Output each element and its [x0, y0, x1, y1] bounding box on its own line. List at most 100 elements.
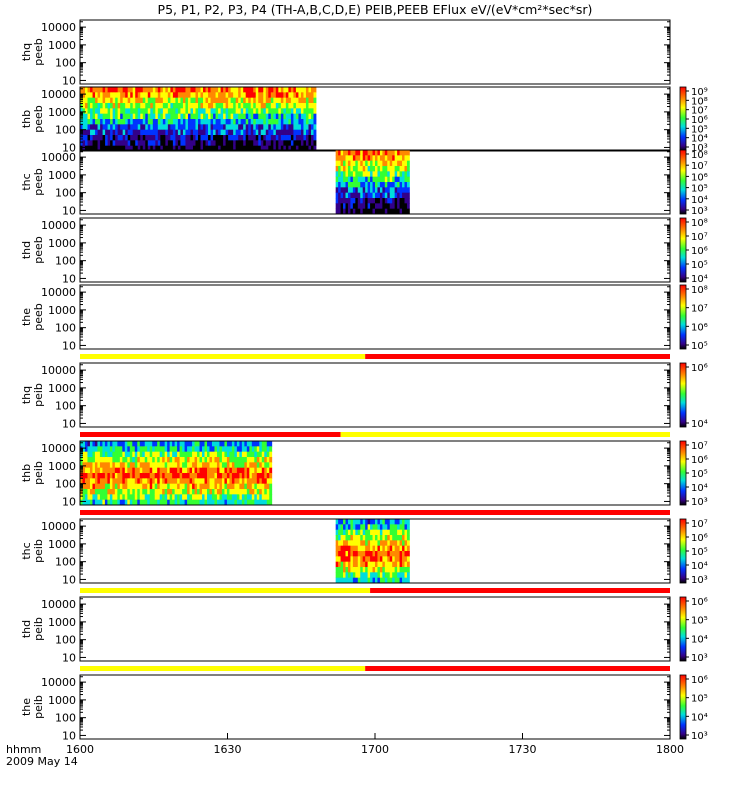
spectrogram-cell [144, 462, 148, 469]
spectrogram-cell [392, 208, 396, 215]
spectrogram-cell [87, 145, 91, 152]
spectrogram-cell [310, 129, 314, 136]
spectrogram-cell [155, 119, 159, 125]
spectrogram-cell [215, 129, 219, 136]
spectrogram-cell [290, 129, 294, 136]
spectrogram-cell [100, 135, 103, 141]
spectrogram-cell [357, 551, 361, 557]
spectrogram-cell [104, 467, 108, 474]
spectrogram-cell [110, 92, 114, 99]
spectrogram-cell [347, 208, 351, 215]
spectrogram-cell [352, 545, 356, 552]
spectrogram-cell [250, 92, 254, 99]
spectrogram-cell [243, 135, 247, 141]
y-tick-label: 10000 [41, 286, 76, 299]
spectrogram-cell [187, 483, 190, 490]
spectrogram-cell [204, 451, 208, 458]
spectrogram-cell [233, 97, 237, 104]
spectrogram-cell [99, 467, 103, 474]
spectrogram-cell [195, 124, 199, 131]
spectrogram-cell [204, 494, 208, 501]
spectrogram-cell [382, 535, 386, 541]
spectrogram-cell [162, 145, 166, 152]
spectrogram-cell [399, 187, 403, 194]
spectrogram-cell [192, 473, 195, 479]
spectrogram-cell [241, 473, 245, 479]
spectrogram-cell [159, 473, 163, 479]
spectrogram-cell [335, 187, 339, 194]
spectrogram-cell [394, 540, 398, 547]
spectrogram-cell [187, 140, 191, 147]
spectrogram-cell [82, 473, 86, 479]
spectrogram-cell [280, 129, 284, 136]
spectrogram-cell [254, 457, 258, 463]
spectrogram-cell [152, 483, 156, 490]
spectrogram-cell [117, 103, 121, 109]
spectrogram-cell [355, 572, 359, 579]
spectrogram-cell [205, 140, 209, 147]
spectrogram-cell [107, 113, 111, 120]
spectrogram-cell [97, 145, 101, 152]
spectrogram-cell [256, 494, 260, 501]
spectrogram-cell [270, 140, 274, 147]
spectrogram-cell [357, 540, 361, 547]
spectrogram-cell [107, 446, 111, 453]
spectrogram-cell [288, 140, 292, 147]
spectrogram-cell [275, 119, 279, 125]
spectrogram-cell [165, 113, 169, 120]
spectrogram-cell [397, 551, 400, 557]
spectrogram-cell [167, 97, 171, 104]
spectrogram-cell [117, 441, 121, 447]
spectrogram-cell [236, 478, 240, 485]
spectrogram-cell [392, 529, 396, 536]
spectrogram-cell [140, 108, 144, 115]
status-bar-segment [80, 432, 341, 437]
spectrogram-cell [231, 467, 235, 474]
spectrogram-cell [355, 545, 359, 552]
spectrogram-cell [244, 441, 248, 447]
spectrogram-cell [97, 124, 101, 131]
spectrogram-cell [162, 451, 166, 458]
spectrogram-cell [382, 160, 386, 167]
spectrogram-cell [223, 124, 227, 131]
spectrogram-cell [382, 208, 386, 215]
spectrogram-cell [172, 135, 176, 141]
spectrogram-cell [275, 87, 279, 93]
spectrogram-cell [387, 150, 391, 156]
spectrogram-cell [367, 567, 371, 573]
spectrogram-cell [134, 451, 138, 458]
spectrogram-cell [244, 451, 248, 458]
spectrogram-cell [308, 113, 312, 120]
spectrogram-cell [150, 108, 154, 115]
spectrogram-cell [360, 572, 364, 579]
spectrogram-cell [114, 478, 118, 485]
spectrogram-cell [238, 113, 242, 120]
spectrogram-cell [300, 113, 304, 120]
spectrogram-cell [392, 572, 396, 579]
spectrogram-cell [249, 478, 253, 485]
spectrogram-cell [170, 87, 174, 93]
spectrogram-cell [204, 473, 208, 479]
spectrogram-cell [387, 535, 391, 541]
spectrogram-cell [397, 171, 400, 178]
spectrogram-cell [174, 446, 178, 453]
spectrogram-cell [155, 140, 159, 147]
spectrogram-cell [82, 441, 86, 447]
spectrogram-cell [269, 473, 273, 479]
spectrogram-cell [192, 499, 195, 506]
spectrogram-cell [305, 113, 309, 120]
spectrogram-cell [112, 457, 116, 463]
spectrogram-cell [130, 124, 134, 131]
spectrogram-cell [169, 446, 173, 453]
spectrogram-cell [268, 108, 272, 115]
spectrogram-cell [167, 87, 171, 93]
spectrogram-cell [99, 478, 103, 485]
spectrogram-cell [293, 145, 297, 152]
spectrogram-cell [85, 113, 88, 120]
spectrogram-cell [223, 140, 227, 147]
spectrogram-cell [177, 457, 181, 463]
spectrogram-cell [295, 140, 299, 147]
spectrogram-cell [254, 441, 258, 447]
spectrogram-cell [397, 540, 400, 547]
spectrogram-cell [208, 108, 211, 115]
